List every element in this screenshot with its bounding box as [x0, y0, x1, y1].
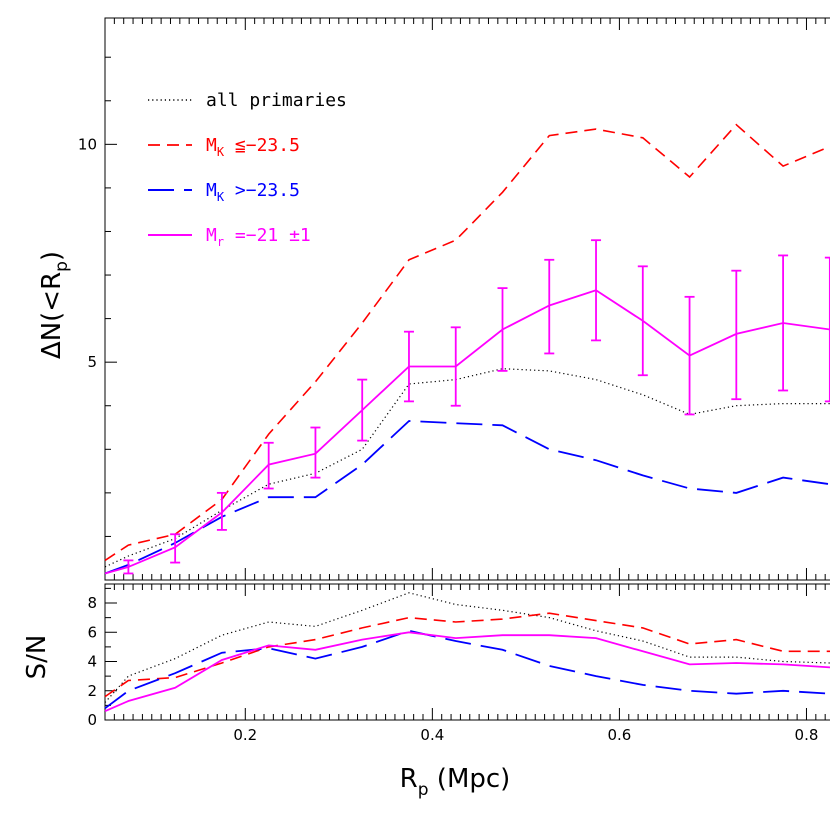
x-tick-label: 0.4 — [420, 726, 444, 744]
top-frame — [104, 17, 830, 581]
y-tick-label: 6 — [87, 623, 97, 641]
top-series-3-line — [104, 289, 830, 575]
y-tick-label: 0 — [87, 711, 97, 729]
error-bar — [497, 287, 508, 372]
bottom-series-0-line — [104, 592, 830, 703]
bottom-y-axis-title: S/N — [22, 635, 52, 680]
legend-item: MK ≦−23.5 — [148, 135, 300, 159]
error-bar — [310, 426, 321, 479]
legend-label: MK >−23.5 — [206, 180, 300, 204]
legend-label: Mr =−21 ±1 — [206, 225, 311, 249]
error-bar — [403, 330, 414, 403]
legend-item: Mr =−21 ±1 — [148, 225, 311, 249]
error-bar — [216, 491, 227, 531]
legend: all primaries MK ≦−23.5 MK >−23.5 Mr =−21 ±… — [148, 90, 347, 249]
error-bar — [637, 265, 648, 377]
bottom-frame — [104, 583, 830, 721]
legend-item: MK >−23.5 — [148, 180, 300, 204]
y-tick-label: 8 — [87, 594, 97, 612]
top-panel: 5 10 — [78, 17, 830, 581]
y-tick-label: 4 — [87, 653, 97, 671]
error-bar — [778, 254, 789, 392]
legend-label: all primaries — [206, 90, 347, 111]
y-tick-label: 2 — [87, 682, 97, 700]
bottom-panel: 0 2 4 6 8 0.2 0.4 0.6 0.8 — [87, 583, 830, 744]
legend-item: all primaries — [148, 90, 347, 111]
bottom-series-3-line — [104, 631, 830, 713]
y-tick-label: 10 — [78, 135, 97, 153]
x-tick-label: 0.2 — [233, 726, 257, 744]
error-bar — [684, 295, 695, 416]
error-bar — [731, 269, 742, 401]
error-bar — [263, 441, 274, 490]
y-tick-label: 5 — [87, 353, 97, 371]
error-bar — [123, 559, 134, 575]
bottom-series-1-line — [104, 612, 830, 698]
x-tick-label: 0.8 — [795, 726, 819, 744]
error-bar — [450, 326, 461, 407]
error-bar — [357, 378, 368, 442]
error-bar — [591, 239, 602, 342]
x-tick-label: 0.6 — [607, 726, 631, 744]
legend-label: MK ≦−23.5 — [206, 135, 300, 159]
error-bar — [544, 258, 555, 355]
bottom-series-2-line — [104, 629, 830, 710]
x-axis-title: Rp (Mpc) — [400, 764, 511, 800]
error-bar — [170, 533, 181, 564]
top-series-2-line — [104, 420, 830, 575]
top-series-0-line — [104, 368, 830, 568]
top-y-axis-title: ΔN(<Rp) — [37, 251, 72, 359]
